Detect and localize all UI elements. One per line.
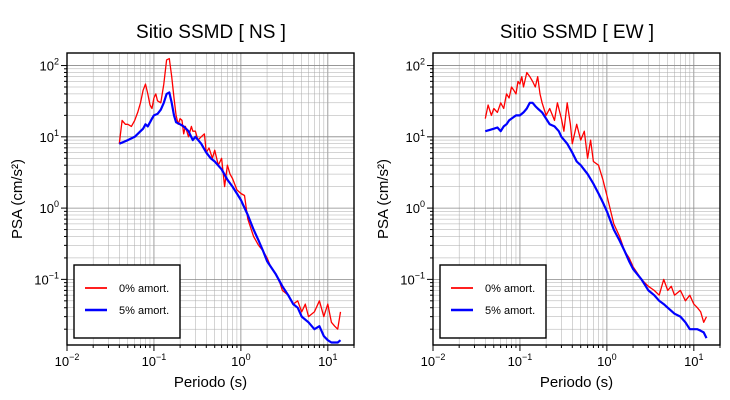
x-tick-label: 10−2 xyxy=(421,352,446,369)
chart-panel-1: Sitio SSMD [ NS ]10−2 10−1 100 10110−110010… xyxy=(9,22,355,391)
tick-base: 10 xyxy=(406,59,420,74)
y-axis-label: PSA (cm/s²) xyxy=(375,159,392,239)
x-tick-label: 10−1 xyxy=(142,352,167,369)
series-2 xyxy=(118,91,342,344)
legend-label: 5% amort. xyxy=(485,305,535,317)
x-tick-label: 100 xyxy=(231,352,250,369)
x-axis-label: Periodo (s) xyxy=(540,374,613,391)
grid xyxy=(66,53,355,345)
plot-frame xyxy=(432,52,721,346)
tick-base: 10 xyxy=(684,354,698,369)
tick-exponent: −1 xyxy=(522,352,532,362)
y-tick-label: 100 xyxy=(406,199,425,216)
x-tick-label: 101 xyxy=(684,352,703,369)
tick-base: 10 xyxy=(597,354,611,369)
y-tick-label: 101 xyxy=(406,128,425,145)
legend-label: 0% amort. xyxy=(119,283,169,295)
tick-base: 10 xyxy=(400,272,414,287)
series-line xyxy=(484,71,708,323)
tick-base: 10 xyxy=(55,354,69,369)
y-axis-label: PSA (cm/s²) xyxy=(9,159,26,239)
tick-exponent: 2 xyxy=(420,57,425,67)
y-tick-label: 100 xyxy=(40,199,59,216)
x-tick-label: 10−2 xyxy=(55,352,80,369)
tick-exponent: 0 xyxy=(54,199,59,209)
tick-exponent: 1 xyxy=(54,128,59,138)
chart-panel-2: Sitio SSMD [ EW ]10−2 10−1 100 10110−110010… xyxy=(375,22,721,391)
series-line xyxy=(484,101,708,339)
tick-exponent: 2 xyxy=(54,57,59,67)
tick-base: 10 xyxy=(40,201,54,216)
tick-exponent: 1 xyxy=(333,352,338,362)
legend: 0% amort. 5% amort. xyxy=(439,264,547,339)
tick-exponent: 0 xyxy=(246,352,251,362)
legend-label: 0% amort. xyxy=(485,283,535,295)
chart-title: Sitio SSMD [ NS ] xyxy=(136,22,286,43)
tick-base: 10 xyxy=(406,201,420,216)
tick-marks xyxy=(427,65,721,351)
y-tick-label: 10−1 xyxy=(34,270,59,287)
tick-base: 10 xyxy=(318,354,332,369)
plot-frame xyxy=(66,52,355,346)
series-line xyxy=(118,91,342,344)
tick-exponent: −1 xyxy=(156,352,166,362)
tick-exponent: 1 xyxy=(699,352,704,362)
y-tick-label: 102 xyxy=(406,57,425,74)
legend-box xyxy=(439,264,547,339)
x-tick-label: 101 xyxy=(318,352,337,369)
tick-base: 10 xyxy=(40,130,54,145)
tick-base: 10 xyxy=(508,354,522,369)
y-tick-label: 102 xyxy=(40,57,59,74)
x-axis-label: Periodo (s) xyxy=(174,374,247,391)
tick-base: 10 xyxy=(231,354,245,369)
tick-exponent: 0 xyxy=(612,352,617,362)
x-tick-label: 10−1 xyxy=(508,352,533,369)
tick-exponent: −2 xyxy=(69,352,79,362)
tick-marks xyxy=(61,65,355,351)
tick-base: 10 xyxy=(34,272,48,287)
legend-label: 5% amort. xyxy=(119,305,169,317)
series-1 xyxy=(484,71,708,323)
tick-base: 10 xyxy=(142,354,156,369)
y-tick-label: 101 xyxy=(40,128,59,145)
legend: 0% amort. 5% amort. xyxy=(73,264,181,339)
tick-base: 10 xyxy=(40,59,54,74)
tick-exponent: −2 xyxy=(435,352,445,362)
tick-exponent: −1 xyxy=(49,270,59,280)
tick-exponent: 0 xyxy=(420,199,425,209)
y-tick-label: 10−1 xyxy=(400,270,425,287)
tick-exponent: 1 xyxy=(420,128,425,138)
chart-title: Sitio SSMD [ EW ] xyxy=(500,22,654,43)
tick-base: 10 xyxy=(406,130,420,145)
series-2 xyxy=(484,101,708,339)
x-tick-label: 100 xyxy=(597,352,616,369)
legend-box xyxy=(73,264,181,339)
tick-exponent: −1 xyxy=(415,270,425,280)
tick-base: 10 xyxy=(421,354,435,369)
